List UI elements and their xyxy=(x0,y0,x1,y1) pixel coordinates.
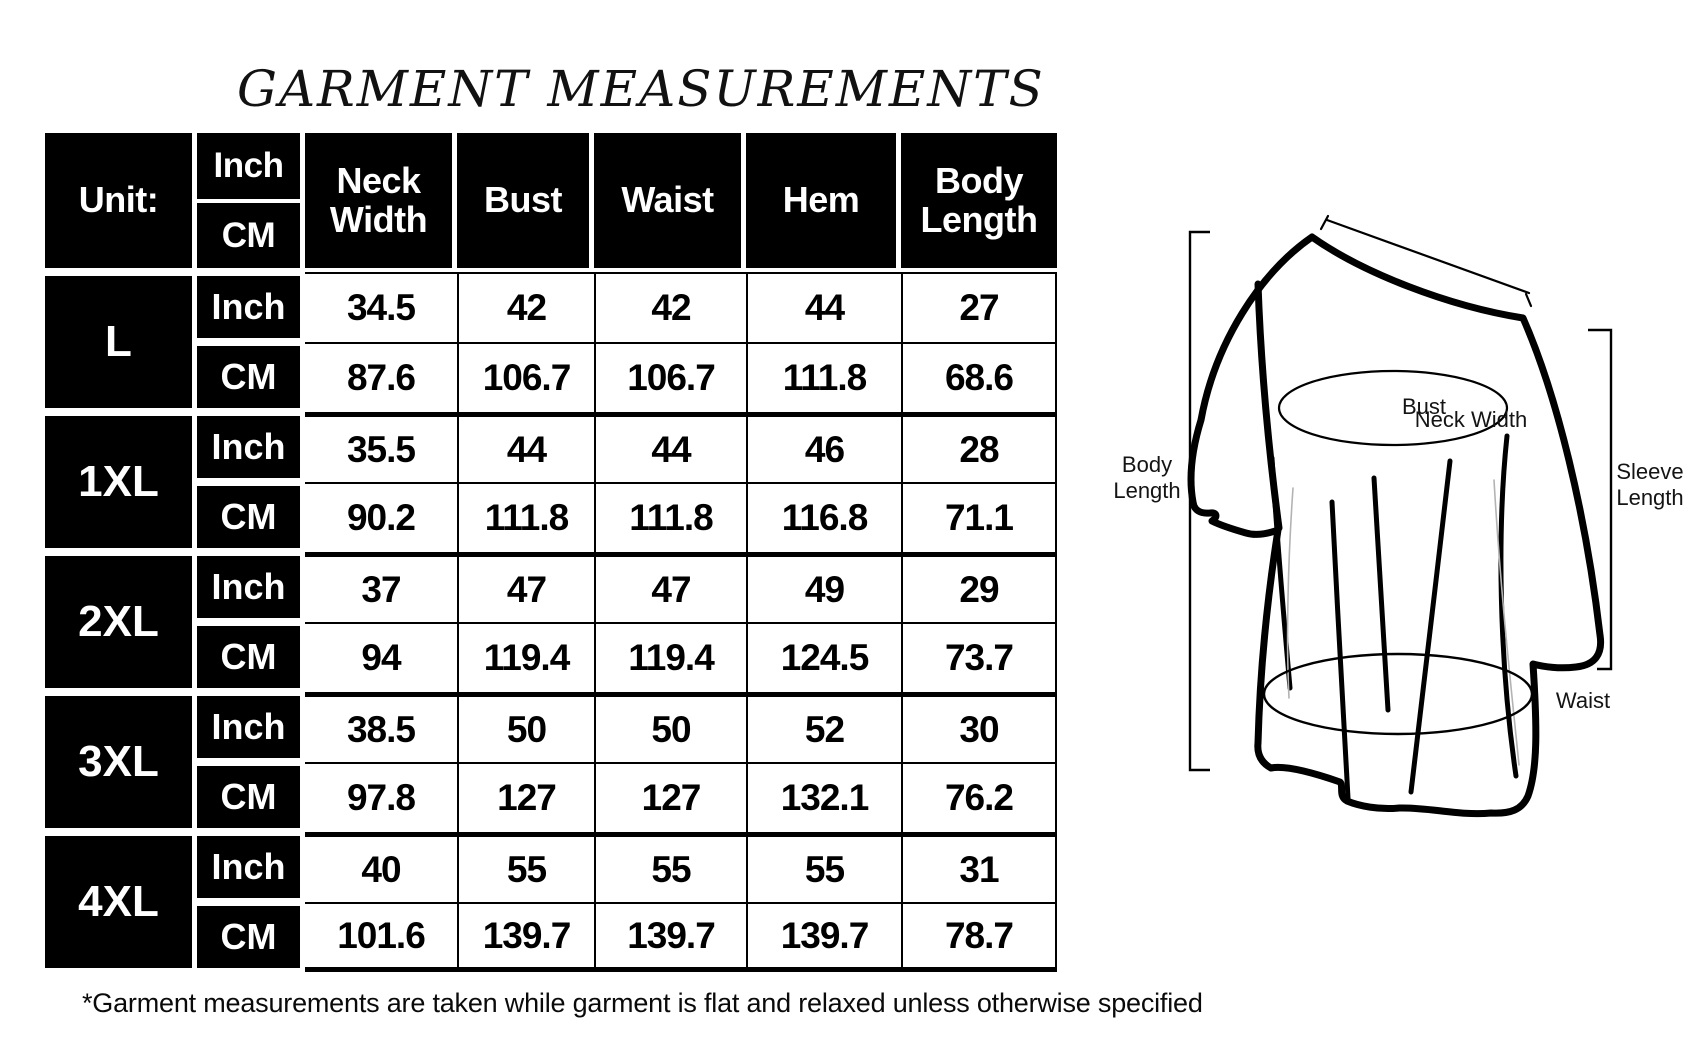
table-cell: 119.4 xyxy=(594,622,746,692)
sleeve-length-bracket xyxy=(1588,328,1613,671)
table-cell: 50 xyxy=(457,692,594,762)
table-cell: 30 xyxy=(901,692,1057,762)
row-unit-label: CM xyxy=(197,906,300,968)
table-cell: 106.7 xyxy=(594,342,746,412)
bust-label: Bust xyxy=(1402,394,1446,419)
table-cell: 127 xyxy=(457,762,594,832)
garment-diagram: Neck Width Bust Body Length Sleeve Lengt… xyxy=(1113,214,1684,818)
table-cell: 35.5 xyxy=(305,412,457,482)
measurements-table: Unit: Inch CM Neck Width Bust Waist Hem … xyxy=(45,133,1057,972)
table-cell: 34.5 xyxy=(305,272,457,342)
table-cell: 94 xyxy=(305,622,457,692)
sleeve-length-label-line1: Sleeve xyxy=(1616,459,1683,484)
table-cell: 97.8 xyxy=(305,762,457,832)
sleeve-length-label-line2: Length xyxy=(1616,485,1683,510)
size-label: 2XL xyxy=(45,556,192,688)
size-label: 1XL xyxy=(45,416,192,548)
table-cell: 101.6 xyxy=(305,902,457,972)
unit-option-inch: Inch xyxy=(197,133,300,203)
table-cell: 42 xyxy=(594,272,746,342)
row-unit-label: Inch xyxy=(197,696,300,758)
table-cell: 139.7 xyxy=(594,902,746,972)
body-length-bracket xyxy=(1188,230,1210,772)
table-cell: 38.5 xyxy=(305,692,457,762)
table-cell: 68.6 xyxy=(901,342,1057,412)
waist-ellipse xyxy=(1262,652,1534,736)
bust-ellipse xyxy=(1277,369,1509,447)
table-cell: 87.6 xyxy=(305,342,457,412)
garment-outline xyxy=(1187,233,1605,818)
row-unit-label: Inch xyxy=(197,416,300,478)
table-cell: 119.4 xyxy=(457,622,594,692)
table-cell: 139.7 xyxy=(457,902,594,972)
row-unit-label: CM xyxy=(197,486,300,548)
table-cell: 55 xyxy=(457,832,594,902)
table-cell: 90.2 xyxy=(305,482,457,552)
table-cell: 111.8 xyxy=(746,342,901,412)
column-header-neck-width: Neck Width xyxy=(305,133,452,268)
table-cell: 55 xyxy=(594,832,746,902)
row-unit-label: Inch xyxy=(197,276,300,338)
row-unit-label: CM xyxy=(197,766,300,828)
row-unit-label: CM xyxy=(197,626,300,688)
page-title: GARMENT MEASUREMENTS xyxy=(237,60,1045,118)
table-cell: 111.8 xyxy=(594,482,746,552)
neck-width-measure-line xyxy=(1319,214,1533,308)
column-header-body-length: Body Length xyxy=(901,133,1057,268)
column-header-bust: Bust xyxy=(457,133,589,268)
size-label: 3XL xyxy=(45,696,192,828)
table-cell: 55 xyxy=(746,832,901,902)
table-cell: 44 xyxy=(594,412,746,482)
body-length-label-line2: Length xyxy=(1113,478,1180,503)
size-label: L xyxy=(45,276,192,408)
table-cell: 71.1 xyxy=(901,482,1057,552)
row-unit-label: CM xyxy=(197,346,300,408)
table-cell: 44 xyxy=(746,272,901,342)
table-cell: 40 xyxy=(305,832,457,902)
neck-width-label: Neck Width xyxy=(1415,407,1527,432)
table-cell: 46 xyxy=(746,412,901,482)
table-cell: 49 xyxy=(746,552,901,622)
row-unit-label: Inch xyxy=(197,836,300,898)
drape-highlight-lines xyxy=(1286,479,1520,766)
table-cell: 44 xyxy=(457,412,594,482)
table-cell: 50 xyxy=(594,692,746,762)
unit-option-cm: CM xyxy=(221,215,276,255)
table-cell: 47 xyxy=(457,552,594,622)
table-cell: 127 xyxy=(594,762,746,832)
table-cell: 37 xyxy=(305,552,457,622)
table-cell: 132.1 xyxy=(746,762,901,832)
table-cell: 27 xyxy=(901,272,1057,342)
table-cell: 124.5 xyxy=(746,622,901,692)
table-cell: 106.7 xyxy=(457,342,594,412)
row-unit-label: Inch xyxy=(197,556,300,618)
table-cell: 47 xyxy=(594,552,746,622)
size-label: 4XL xyxy=(45,836,192,968)
drape-fold-lines xyxy=(1269,433,1519,801)
unit-header-cell: Unit: xyxy=(45,133,192,268)
column-header-hem: Hem xyxy=(746,133,896,268)
unit-options-cell: Inch CM xyxy=(197,133,300,268)
table-cell: 42 xyxy=(457,272,594,342)
table-cell: 116.8 xyxy=(746,482,901,552)
body-length-label-line1: Body xyxy=(1122,452,1172,477)
table-cell: 111.8 xyxy=(457,482,594,552)
table-cell: 28 xyxy=(901,412,1057,482)
table-cell: 52 xyxy=(746,692,901,762)
table-cell: 76.2 xyxy=(901,762,1057,832)
table-cell: 31 xyxy=(901,832,1057,902)
column-header-waist: Waist xyxy=(594,133,741,268)
footnote: *Garment measurements are taken while ga… xyxy=(82,988,1203,1018)
table-cell: 29 xyxy=(901,552,1057,622)
waist-label: Waist xyxy=(1556,688,1610,713)
table-cell: 139.7 xyxy=(746,902,901,972)
table-cell: 73.7 xyxy=(901,622,1057,692)
table-cell: 78.7 xyxy=(901,902,1057,972)
